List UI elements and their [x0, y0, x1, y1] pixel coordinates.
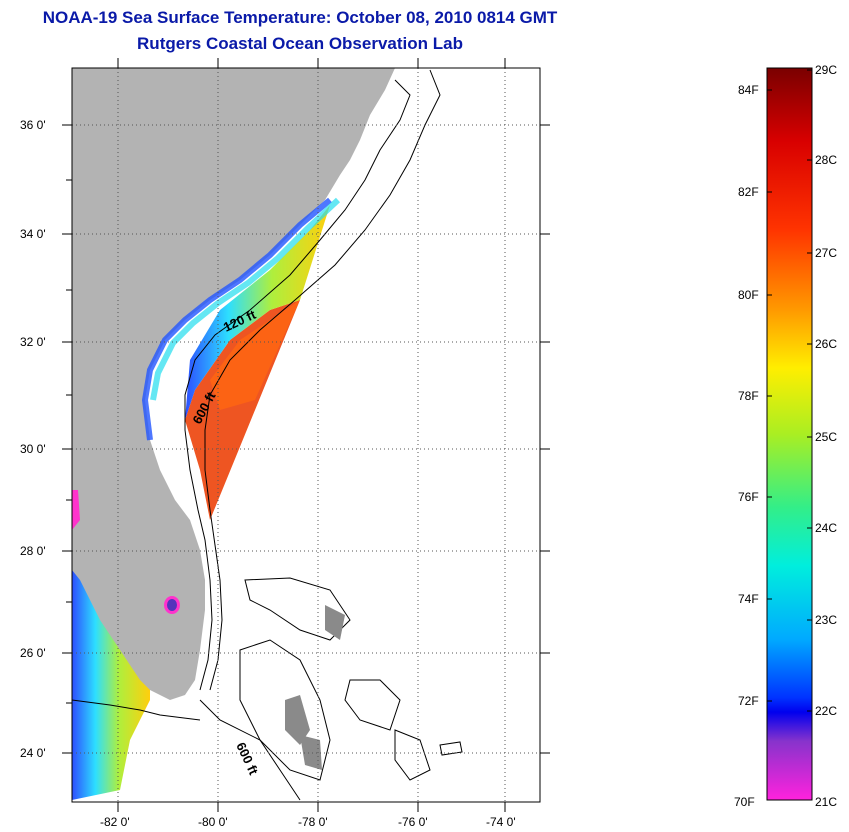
lon-label: -82 0' — [100, 815, 130, 829]
lat-label: 32 0' — [20, 335, 46, 349]
colorbar-c-label: 29C — [815, 63, 837, 77]
colorbar-f-label: 80F — [738, 288, 759, 302]
colorbar-c-label: 22C — [815, 704, 837, 718]
colorbar-c-label: 26C — [815, 337, 837, 351]
colorbar-f-label: 76F — [738, 490, 759, 504]
colorbar-c-label: 27C — [815, 246, 837, 260]
map-area — [72, 68, 540, 802]
lat-label: 28 0' — [20, 544, 46, 558]
colorbar-f-label: 84F — [738, 83, 759, 97]
colorbar-c-label: 25C — [815, 430, 837, 444]
colorbar — [766, 67, 813, 801]
isobath-120ft — [184, 79, 411, 691]
lat-label: 34 0' — [20, 227, 46, 241]
colorbar-c-label: 23C — [815, 613, 837, 627]
land-mainland — [72, 68, 395, 700]
colorbar-c-label: 21C — [815, 795, 837, 809]
bahamas-shallows — [244, 577, 351, 641]
lon-label: -78 0' — [298, 815, 328, 829]
map-title: NOAA-19 Sea Surface Temperature: October… — [42, 8, 558, 27]
lat-label: 30 0' — [20, 442, 46, 456]
lon-label: -74 0' — [486, 815, 516, 829]
lat-label: 26 0' — [20, 646, 46, 660]
colorbar-f-label: 74F — [738, 592, 759, 606]
colorbar-c-label: 24C — [815, 521, 837, 535]
colorbar-f-label: 72F — [738, 694, 759, 708]
axis-ticks — [62, 58, 550, 812]
colorbar-f-label: 70F — [734, 795, 755, 809]
colorbar-ticks — [767, 69, 812, 801]
colorbar-c-label: 28C — [815, 153, 837, 167]
isobath-600ft — [204, 69, 441, 691]
colorbar-f-label: 78F — [738, 389, 759, 403]
lat-label: 36 0' — [20, 118, 46, 132]
colorbar-f-label: 82F — [738, 185, 759, 199]
map-subtitle: Rutgers Coastal Ocean Observation Lab — [137, 34, 463, 53]
lon-label: -80 0' — [198, 815, 228, 829]
lat-label: 24 0' — [20, 746, 46, 760]
lon-label: -76 0' — [398, 815, 428, 829]
